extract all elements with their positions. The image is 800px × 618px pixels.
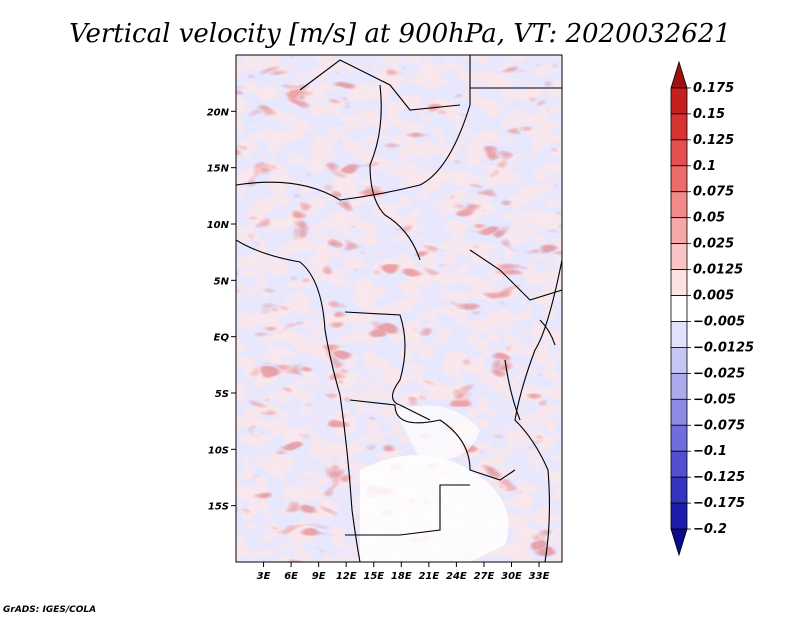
chart-title: Vertical velocity [m/s] at 900hPa, VT: 2…	[69, 19, 731, 49]
colorbar-label: −0.1	[693, 444, 727, 459]
border-lakes	[504, 319, 556, 421]
colorbar-swatch	[670, 295, 688, 322]
colorbar-label: −0.175	[693, 496, 745, 511]
colorbar-swatch	[670, 450, 688, 478]
x-tick-label: 21E	[418, 571, 439, 582]
x-tick-label: 9E	[312, 571, 326, 582]
border-equator	[344, 311, 431, 421]
x-tick-label: 18E	[391, 571, 412, 582]
y-tick-label: 15S	[208, 502, 229, 513]
colorbar-label: 0.125	[693, 133, 734, 148]
x-axis: 3E 6E 9E 12E 15E 18E 21E 24E 27E 30E 33E	[257, 562, 550, 582]
coastline-west	[236, 239, 361, 562]
colorbar-swatch	[670, 217, 688, 245]
colorbar-label: −0.125	[693, 470, 745, 485]
colorbar-swatch	[670, 372, 688, 400]
colorbar-label: −0.025	[693, 366, 745, 381]
y-tick-label: 10S	[208, 445, 229, 456]
coastline-east	[514, 259, 562, 562]
colorbar-label: 0.1	[693, 159, 716, 174]
heatmap-field	[236, 55, 562, 562]
x-tick-label: 27E	[474, 571, 495, 582]
border-sahel	[236, 55, 471, 201]
colorbar-label: −0.05	[693, 392, 736, 407]
border-chad	[369, 84, 421, 261]
plot-area	[235, 54, 563, 563]
y-tick-label: 10N	[207, 220, 230, 231]
x-tick-label: 33E	[529, 571, 550, 582]
y-tick-label: 15N	[207, 164, 230, 175]
y-tick-label: 20N	[207, 107, 230, 118]
colorbar-swatch	[670, 424, 688, 452]
colorbar-label: 0.15	[693, 107, 725, 122]
x-tick-label: 30E	[501, 571, 522, 582]
colorbar-swatch	[670, 165, 688, 193]
y-tick-label: EQ	[214, 333, 230, 344]
x-tick-label: 12E	[336, 571, 357, 582]
x-tick-label: 24E	[446, 571, 467, 582]
y-axis: 20N 15N 10N 5N EQ 5S 10S 15S	[207, 107, 236, 513]
credit-label: GrADS: IGES/COLA	[3, 605, 96, 615]
colorbar: 0.175 0.15 0.125 0.1 0.075 0.05 0.025 0.0125 0.0…	[670, 60, 754, 557]
border-drc-south	[349, 399, 516, 481]
colorbar-swatch	[670, 502, 688, 530]
x-tick-label: 3E	[257, 571, 271, 582]
colorbar-swatch	[670, 398, 688, 426]
x-tick-label: 15E	[363, 571, 384, 582]
x-tick-label: 6E	[284, 571, 298, 582]
colorbar-label: −0.075	[693, 418, 745, 433]
colorbar-label: −0.0125	[693, 340, 754, 355]
map-borders	[236, 55, 562, 562]
border-angola	[345, 484, 470, 536]
colorbar-swatch	[670, 60, 688, 89]
colorbar-label: 0.075	[693, 185, 734, 200]
colorbar-label: 0.175	[693, 81, 734, 96]
colorbar-label: −0.005	[693, 314, 745, 329]
colorbar-label: 0.005	[693, 289, 734, 304]
colorbar-swatch	[670, 347, 688, 374]
colorbar-swatch	[670, 269, 688, 296]
colorbar-swatch	[670, 476, 688, 504]
white-patch-central	[395, 405, 480, 461]
colorbar-swatch	[670, 87, 688, 115]
colorbar-swatch	[670, 113, 688, 141]
colorbar-swatch	[670, 528, 688, 557]
border-east	[469, 249, 562, 301]
colorbar-swatch	[670, 139, 688, 167]
y-tick-label: 5N	[214, 276, 230, 287]
border-north	[299, 59, 461, 111]
colorbar-swatch	[670, 243, 688, 270]
colorbar-swatch	[670, 321, 688, 348]
colorbar-label: 0.05	[693, 211, 725, 226]
colorbar-swatch	[670, 191, 688, 219]
y-tick-label: 5S	[215, 389, 229, 400]
plot-frame	[235, 54, 563, 563]
colorbar-label: 0.0125	[693, 263, 743, 278]
colorbar-label: −0.2	[693, 522, 727, 537]
colorbar-label: 0.025	[693, 237, 734, 252]
